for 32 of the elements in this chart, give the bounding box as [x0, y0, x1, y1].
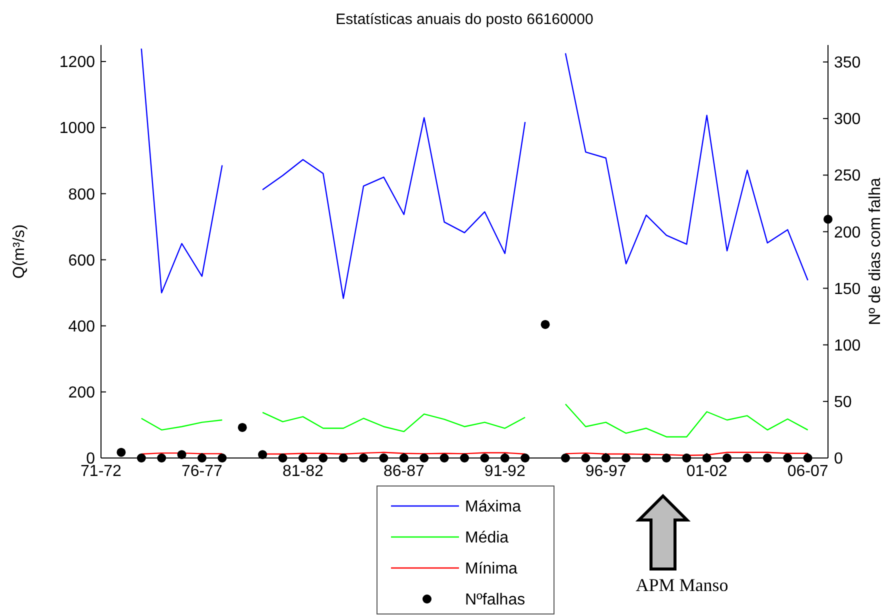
- y-axis-title: Q(m³/s): [11, 224, 28, 279]
- x-tick-label: 86-87: [383, 463, 424, 480]
- legend-label: Nºfalhas: [465, 592, 526, 609]
- y2-tick-label: 350: [834, 54, 861, 72]
- chart-title: Estatísticas anuais do posto 66160000: [336, 11, 594, 28]
- y2-tick-label: 0: [834, 450, 843, 468]
- x-tick-label: 06-07: [787, 463, 828, 480]
- point: [238, 422, 247, 432]
- legend-label: Máxima: [465, 498, 522, 516]
- text: APM Manso: [636, 575, 728, 595]
- y2-tick-label: 250: [834, 168, 861, 185]
- y2-tick-label: 50: [834, 394, 852, 412]
- legend-label: Média: [465, 530, 509, 547]
- y-tick-label: 400: [68, 318, 96, 336]
- y-tick-label: 1200: [59, 54, 96, 72]
- x-tick-label: 01-02: [686, 463, 728, 480]
- y-tick-label: 800: [68, 186, 96, 204]
- y2-tick-label: 150: [834, 280, 861, 298]
- y2-tick-label: 300: [834, 111, 861, 128]
- x-tick-label: 96-97: [585, 463, 626, 480]
- point: [116, 448, 126, 457]
- y-tick-label: 600: [68, 252, 96, 270]
- legend-label: Mínima: [465, 560, 518, 578]
- y2-tick-label: 200: [834, 224, 861, 242]
- point: [540, 320, 550, 329]
- y2-tick-label: 100: [834, 337, 861, 354]
- y-tick-label: 200: [68, 384, 96, 402]
- x-tick-label: 81-82: [282, 463, 324, 480]
- x-tick-label: 76-77: [182, 463, 223, 480]
- y-tick-label: 1000: [59, 120, 96, 138]
- y2-axis-title: Nº de dias com falha: [867, 178, 884, 326]
- x-tick-label: 91-92: [484, 463, 526, 480]
